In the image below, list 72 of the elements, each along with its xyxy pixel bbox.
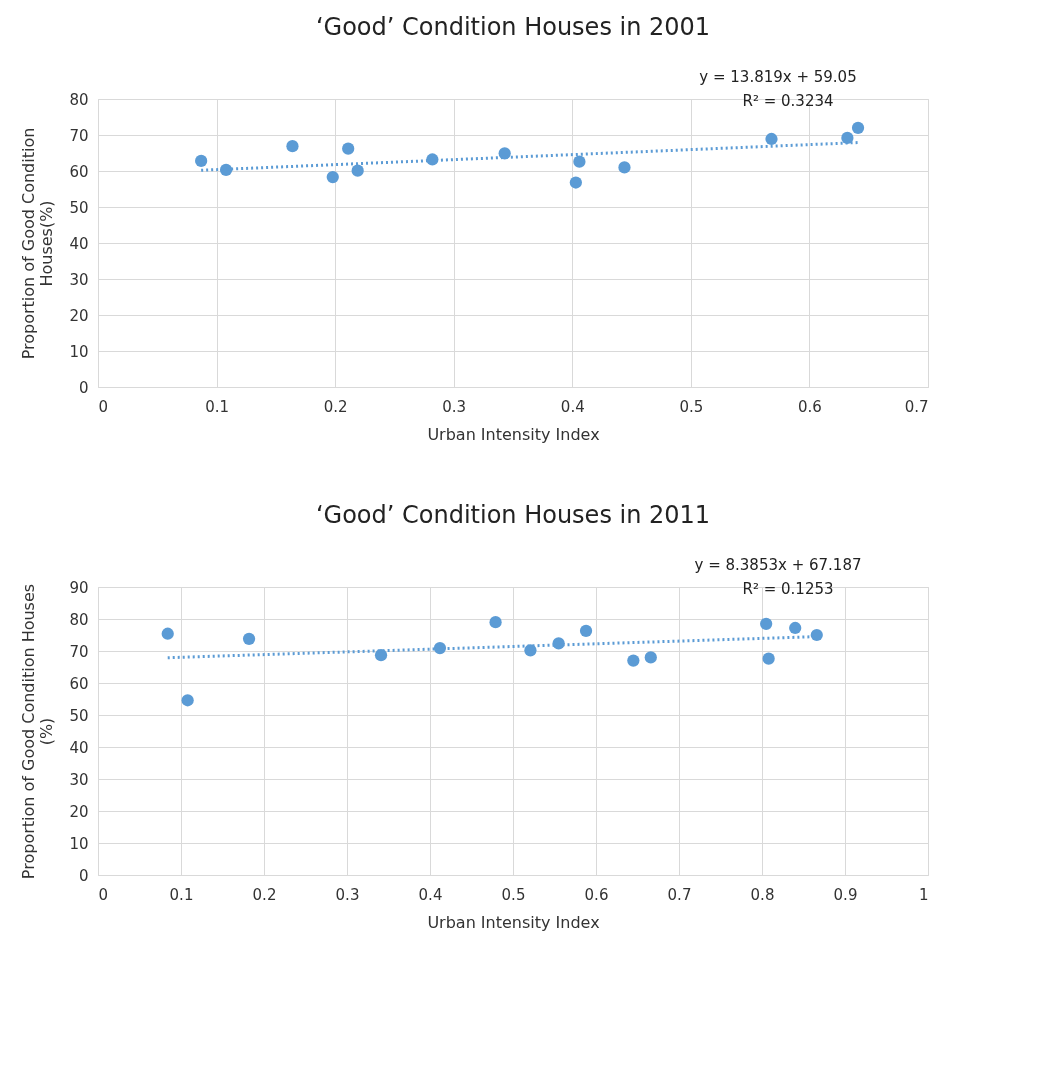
x-tick-label: 0.9 [833, 885, 858, 904]
x-tick-label: 0.2 [323, 397, 348, 416]
x-axis-title: Urban Intensity Index [427, 912, 600, 932]
x-tick-label: 0.7 [667, 885, 692, 904]
y-tick-label: 90 [69, 578, 89, 597]
annotation: R² = 0.3234 [742, 92, 834, 110]
text: y = 8.3853x + 67.187 [694, 556, 862, 574]
y-tick-label: 10 [69, 342, 89, 361]
point [342, 142, 355, 155]
y-tick-label: 20 [69, 306, 89, 325]
x-tick-label: 0 [98, 397, 109, 416]
x-axis-title: Urban Intensity Index [427, 424, 600, 444]
point [195, 154, 208, 168]
annotation: R² = 0.1253 [742, 580, 834, 598]
point [760, 617, 773, 630]
x-tick-label: 0.3 [335, 885, 360, 904]
y-tick-label: 50 [69, 198, 89, 217]
point [841, 131, 854, 144]
point [644, 651, 657, 664]
point [161, 627, 174, 640]
y-tick-label: 70 [69, 126, 89, 145]
x-tick-label: 0.1 [169, 885, 194, 904]
x-tick-label: 0.5 [501, 885, 526, 904]
y-tick-label: 50 [69, 706, 89, 725]
x-tick-label: 0 [98, 885, 109, 904]
x-tick-label: 0.1 [205, 397, 229, 416]
point [569, 176, 582, 189]
y-axis-title: Proportion of Good Condition Houses (%) [19, 583, 57, 880]
point [765, 132, 778, 146]
y-tick-label: 30 [69, 770, 89, 789]
x-tick-label: 0.2 [252, 885, 277, 904]
point [579, 624, 593, 637]
x-tick-label: 0.4 [418, 885, 443, 904]
y-axis-title: Proportion of Good Condition Houses(%) [19, 127, 57, 360]
y-tick-label: 80 [69, 90, 89, 109]
point [618, 161, 631, 174]
x-tick-label: 0.5 [679, 397, 704, 416]
point [810, 628, 823, 642]
y-tick-label: 20 [69, 802, 89, 821]
point [851, 121, 865, 134]
y-tick-label: 0 [78, 378, 89, 397]
point [789, 621, 802, 635]
x-tick-label: 0.7 [904, 397, 929, 416]
point [573, 155, 586, 168]
y-tick-label: 30 [69, 270, 89, 289]
x-tick-label: 0.6 [584, 885, 609, 904]
point [762, 652, 775, 665]
y-tick-label: 70 [69, 642, 89, 661]
point [627, 654, 640, 667]
y-tick-label: 0 [78, 866, 89, 885]
point [524, 644, 537, 657]
point [374, 649, 388, 662]
x-tick-label: 1 [918, 885, 929, 904]
text: y = 13.819x + 59.05 [699, 68, 857, 86]
y-tick-label: 10 [69, 834, 89, 853]
x-tick-label: 0.4 [560, 397, 585, 416]
x-tick-label: 0.3 [442, 397, 467, 416]
y-tick-label: 40 [69, 234, 89, 253]
x-tick-label: 0.6 [798, 397, 822, 416]
x-tick-label: 0.8 [750, 885, 775, 904]
y-tick-label: 60 [69, 674, 89, 693]
point [489, 616, 502, 629]
chart-title: ‘Good’ Condition Houses in 2001 [315, 13, 711, 41]
chart-title: ‘Good’ Condition Houses in 2011 [315, 501, 711, 529]
point [326, 171, 339, 184]
point [242, 632, 256, 645]
y-tick-label: 80 [69, 610, 89, 629]
y-tick-label: 40 [69, 738, 89, 757]
point [286, 140, 299, 153]
y-tick-label: 60 [69, 162, 89, 181]
point [351, 164, 364, 177]
point [181, 694, 194, 707]
